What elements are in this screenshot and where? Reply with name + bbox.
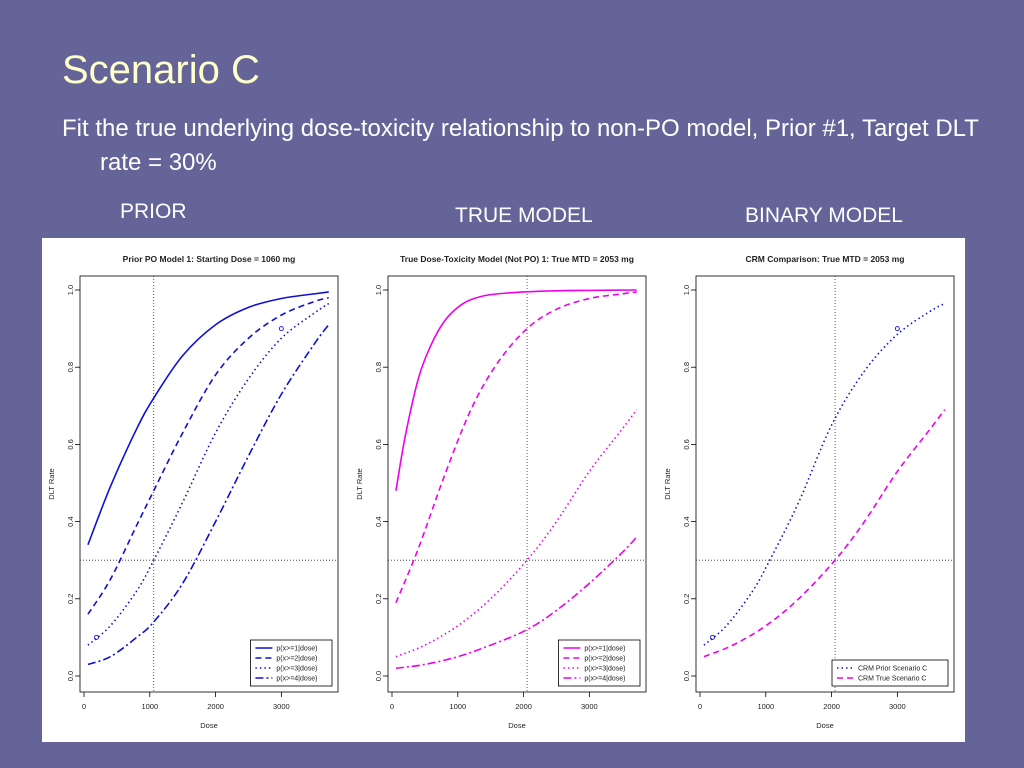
series-marker xyxy=(278,326,284,332)
x-tick-label: 0 xyxy=(82,702,86,711)
legend-entry-label: CRM True Scenario C xyxy=(858,676,926,683)
x-tick-label: 2000 xyxy=(207,702,224,711)
legend-entry-label: CRM Prior Scenario C xyxy=(858,666,927,673)
legend-box xyxy=(831,659,949,687)
legend-entry-label: p(x>=4|dose) xyxy=(276,676,317,683)
x-axis-label: Dose xyxy=(816,721,834,730)
x-axis-label: Dose xyxy=(508,721,526,730)
x-tick-label: 1000 xyxy=(757,702,774,711)
x-tick-label: 3000 xyxy=(581,702,598,711)
chart-figure: Prior PO Model 1: Starting Dose = 1060 m… xyxy=(42,238,965,742)
x-axis-label: Dose xyxy=(200,721,218,730)
y-tick-label: 0.4 xyxy=(374,516,383,526)
slide-title: Scenario C xyxy=(62,48,260,92)
chart-panel-0: Prior PO Model 1: Starting Dose = 1060 m… xyxy=(47,254,339,730)
series-line-3 xyxy=(87,324,330,666)
chart-title: True Dose-Toxicity Model (Not PO) 1: Tru… xyxy=(400,254,634,264)
legend-entry-label: p(x>=1|dose) xyxy=(276,646,317,653)
series-line-1 xyxy=(87,296,329,615)
y-tick-label: 0.2 xyxy=(682,594,691,604)
caption-binary-model: BINARY MODEL xyxy=(745,204,903,227)
y-tick-label: 0.8 xyxy=(66,362,75,372)
legend-entry-label: p(x>=3|dose) xyxy=(276,666,317,673)
chart-title: CRM Comparison: True MTD = 2053 mg xyxy=(746,254,905,264)
x-tick-label: 2000 xyxy=(515,702,532,711)
legend: CRM Prior Scenario C CRM True Scenario C xyxy=(831,659,949,687)
series-line-1 xyxy=(703,409,946,658)
y-axis-label: DLT Rate xyxy=(355,468,364,499)
x-tick-label: 3000 xyxy=(273,702,290,711)
y-tick-label: 0.0 xyxy=(374,671,383,681)
x-tick-label: 3000 xyxy=(889,702,906,711)
slide-body-text: Fit the true underlying dose-toxicity re… xyxy=(62,115,979,176)
y-tick-label: 0.2 xyxy=(66,594,75,604)
x-tick-label: 1000 xyxy=(449,702,466,711)
y-tick-label: 0.6 xyxy=(374,439,383,449)
y-tick-label: 0.0 xyxy=(682,671,691,681)
series-line-2 xyxy=(395,409,638,658)
y-tick-label: 0.8 xyxy=(374,362,383,372)
y-tick-label: 1.0 xyxy=(682,285,691,295)
y-tick-label: 1.0 xyxy=(66,285,75,295)
series-line-0 xyxy=(395,289,637,491)
y-tick-label: 0.8 xyxy=(682,362,691,372)
legend-entry-label: p(x>=4|dose) xyxy=(584,676,625,683)
y-axis-label: DLT Rate xyxy=(47,468,56,499)
legend: p(x>=1|dose) p(x>=2|dose) p(x>=3|dose) p(x>… xyxy=(249,639,333,687)
y-tick-label: 0.4 xyxy=(682,516,691,526)
series-marker xyxy=(94,634,99,640)
x-tick-label: 1000 xyxy=(141,702,158,711)
y-tick-label: 0.0 xyxy=(66,671,75,681)
series-line-0 xyxy=(703,302,946,646)
x-tick-label: 0 xyxy=(390,702,394,711)
caption-prior: PRIOR xyxy=(120,200,187,223)
y-tick-label: 0.6 xyxy=(66,439,75,449)
legend-entry-label: p(x>=3|dose) xyxy=(584,666,625,673)
chart-figure-svg: Prior PO Model 1: Starting Dose = 1060 m… xyxy=(47,254,955,730)
series-marker xyxy=(894,326,900,332)
legend-entry-label: p(x>=1|dose) xyxy=(584,646,625,653)
legend: p(x>=1|dose) p(x>=2|dose) p(x>=3|dose) p(x>… xyxy=(558,639,641,687)
plot-box xyxy=(387,275,647,693)
legend-entry-label: p(x>=2|dose) xyxy=(276,656,317,663)
y-axis-label: DLT Rate xyxy=(663,468,672,499)
x-tick-label: 0 xyxy=(698,702,702,711)
series-line-1 xyxy=(395,291,637,603)
y-tick-label: 1.0 xyxy=(374,285,383,295)
x-tick-label: 2000 xyxy=(823,702,840,711)
chart-panel-1: True Dose-Toxicity Model (Not PO) 1: Tru… xyxy=(355,254,647,730)
series-line-2 xyxy=(87,302,330,646)
series-line-3 xyxy=(395,536,638,670)
plot-box xyxy=(79,275,339,693)
y-tick-label: 0.4 xyxy=(66,516,75,526)
series-line-0 xyxy=(87,291,329,546)
legend-entry-label: p(x>=2|dose) xyxy=(584,656,625,663)
caption-true-model: TRUE MODEL xyxy=(455,204,593,227)
chart-panel-2: CRM Comparison: True MTD = 2053 mg 0.0 0.2… xyxy=(663,254,955,730)
plot-box xyxy=(695,275,955,693)
y-tick-label: 0.6 xyxy=(682,439,691,449)
series-marker xyxy=(710,634,715,640)
y-tick-label: 0.2 xyxy=(374,594,383,604)
chart-title: Prior PO Model 1: Starting Dose = 1060 m… xyxy=(123,254,296,264)
